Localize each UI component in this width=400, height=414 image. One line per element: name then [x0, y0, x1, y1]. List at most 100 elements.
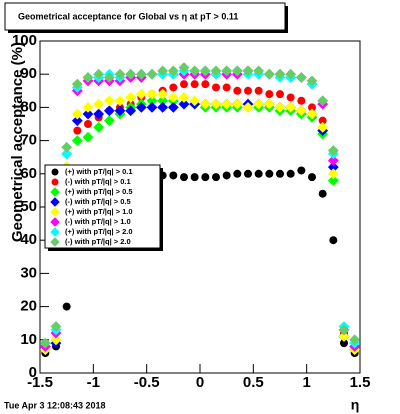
- marker: [222, 83, 231, 92]
- marker: [103, 95, 115, 107]
- marker: [82, 72, 94, 83]
- y-tick-label: 20: [20, 298, 37, 315]
- marker: [265, 90, 274, 99]
- marker: [212, 173, 220, 182]
- x-axis-label: η: [351, 397, 360, 413]
- marker: [114, 68, 126, 80]
- marker: [157, 102, 169, 113]
- marker: [146, 68, 158, 80]
- marker: [103, 105, 115, 117]
- marker: [274, 68, 286, 80]
- x-tick-label: -0.5: [134, 374, 160, 391]
- marker: [210, 98, 222, 110]
- marker: [61, 148, 73, 160]
- marker: [169, 171, 178, 180]
- marker: [71, 115, 83, 127]
- marker: [82, 108, 94, 120]
- marker: [327, 175, 339, 186]
- y-tick-label: 50: [20, 198, 37, 215]
- marker: [39, 337, 51, 349]
- marker: [244, 86, 252, 95]
- marker: [71, 135, 83, 146]
- marker: [253, 98, 265, 110]
- y-tick-label: 60: [20, 165, 37, 182]
- marker: [254, 169, 263, 178]
- x-tick-label: 0: [196, 374, 204, 391]
- marker: [201, 173, 210, 182]
- marker: [285, 68, 297, 80]
- marker: [167, 102, 179, 113]
- legend-label: (+) with pT/|q| > 2.0: [65, 227, 133, 236]
- marker: [82, 131, 94, 143]
- marker: [180, 173, 188, 182]
- marker: [103, 115, 115, 127]
- y-tick-label: 10: [20, 331, 37, 348]
- marker: [157, 88, 169, 100]
- legend-marker: [50, 207, 60, 217]
- marker: [349, 334, 361, 346]
- marker: [253, 65, 265, 77]
- legend-label: (-) with pT/|q| > 2.0: [65, 237, 131, 246]
- y-tick-label: 70: [20, 132, 37, 149]
- y-tick-label: 100: [12, 32, 37, 49]
- legend-marker: [50, 227, 60, 237]
- marker: [189, 95, 201, 107]
- marker: [276, 90, 284, 99]
- marker: [306, 108, 318, 120]
- marker: [231, 98, 243, 110]
- marker: [297, 166, 306, 175]
- marker: [71, 78, 83, 90]
- marker: [135, 88, 147, 100]
- marker: [93, 68, 105, 80]
- legend-marker: [50, 187, 60, 197]
- legend-marker: [51, 168, 59, 176]
- marker: [71, 108, 83, 120]
- legend-marker: [50, 217, 60, 227]
- marker: [190, 173, 199, 182]
- marker: [318, 116, 327, 125]
- marker: [242, 65, 254, 77]
- marker: [180, 80, 188, 89]
- marker: [233, 169, 242, 178]
- marker: [125, 105, 137, 117]
- marker: [212, 83, 220, 92]
- marker: [169, 83, 178, 92]
- marker: [125, 68, 137, 80]
- marker: [157, 65, 169, 77]
- marker: [233, 86, 242, 95]
- footer: Tue Apr 3 12:08:43 2018: [4, 400, 106, 410]
- y-tick-label: 0: [29, 364, 37, 381]
- marker: [125, 92, 137, 103]
- legend-label: (-) with pT/|q| > 0.1: [65, 177, 131, 186]
- marker: [178, 62, 190, 73]
- marker: [190, 80, 199, 89]
- y-tick-label: 90: [20, 65, 37, 82]
- legend-label: (+) with pT/|q| > 0.5: [65, 187, 133, 196]
- marker: [242, 102, 254, 113]
- y-tick-label: 40: [20, 231, 37, 248]
- marker: [93, 121, 105, 133]
- marker: [84, 120, 92, 128]
- marker: [295, 105, 307, 117]
- legend-label: (-) with pT/|q| > 1.0: [65, 217, 131, 226]
- marker: [317, 95, 329, 107]
- marker: [222, 171, 231, 180]
- marker: [103, 72, 115, 83]
- marker: [286, 93, 295, 102]
- marker: [167, 92, 179, 103]
- marker: [61, 141, 73, 153]
- x-tick-label: -1.5: [27, 374, 53, 391]
- marker: [327, 145, 339, 156]
- marker: [178, 98, 190, 110]
- marker: [146, 102, 158, 113]
- legend-marker: [51, 178, 59, 186]
- marker: [167, 65, 179, 77]
- marker: [50, 321, 62, 332]
- marker: [93, 108, 105, 120]
- marker: [295, 72, 307, 83]
- marker: [308, 173, 316, 182]
- legend-marker: [50, 197, 60, 207]
- marker: [306, 75, 318, 87]
- marker: [340, 339, 348, 348]
